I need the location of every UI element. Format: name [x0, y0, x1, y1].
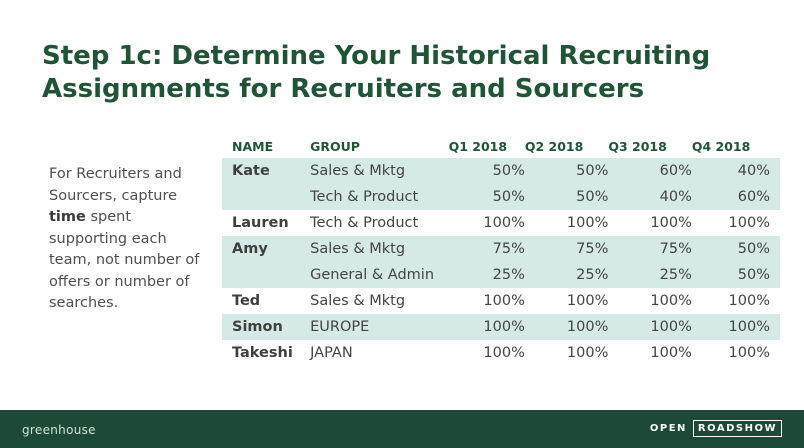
cell-q3: 60%: [608, 158, 692, 184]
cell-group: General & Admin: [310, 262, 449, 288]
header-q2: Q2 2018: [524, 138, 584, 154]
cell-name: Simon: [222, 314, 311, 340]
cell-q1: 100%: [483, 345, 525, 361]
cell-q3: 100%: [650, 215, 692, 231]
cell-q2: 50%: [524, 184, 609, 210]
cell-q1: 75%: [448, 236, 525, 262]
cell-q2: 100%: [524, 314, 609, 340]
table-row: Lauren Tech & Product 100% 100% 100% 100…: [222, 210, 780, 236]
open-roadshow-logo: OPEN ROADSHOW: [650, 420, 782, 437]
cell-q1: 50%: [448, 184, 525, 210]
cell-q2: 100%: [566, 345, 609, 361]
table-row: Ted Sales & Mktg 100% 100% 100% 100%: [222, 288, 780, 314]
header-q4: Q4 2018: [691, 138, 751, 154]
logo-roadshow-text: ROADSHOW: [692, 420, 782, 437]
cell-q3: 40%: [608, 184, 692, 210]
cell-name: Ted: [232, 293, 261, 309]
greenhouse-logo: greenhouse: [22, 423, 96, 437]
cell-q3: 25%: [608, 262, 692, 288]
cell-q1: 100%: [483, 293, 525, 309]
header-group: GROUP: [310, 138, 360, 154]
cell-q3: 100%: [608, 314, 692, 340]
footer-bar: greenhouse OPEN ROADSHOW: [0, 410, 804, 448]
table-row: Takeshi JAPAN 100% 100% 100% 100%: [222, 340, 780, 366]
header-q1: Q1 2018: [448, 138, 508, 154]
table-row: Tech & Product 50% 50% 40% 60%: [222, 184, 780, 210]
cell-group: Tech & Product: [310, 215, 419, 231]
cell-q2: 50%: [524, 158, 609, 184]
cell-name: [222, 184, 311, 210]
cell-group: Tech & Product: [310, 184, 449, 210]
cell-group: Sales & Mktg: [310, 158, 449, 184]
cell-q2: 25%: [524, 262, 609, 288]
cell-group: JAPAN: [310, 345, 353, 361]
cell-name: [222, 262, 311, 288]
cell-q4: 50%: [691, 262, 780, 288]
recruiting-assignments-table: NAME GROUP Q1 2018 Q2 2018 Q3 2018 Q4 20…: [222, 134, 780, 366]
cell-group: EUROPE: [310, 314, 449, 340]
table-header-row: NAME GROUP Q1 2018 Q2 2018 Q3 2018 Q4 20…: [222, 134, 780, 158]
cell-q1: 25%: [448, 262, 525, 288]
cell-q2: 75%: [524, 236, 609, 262]
header-q3: Q3 2018: [608, 138, 667, 154]
table-row: Amy Sales & Mktg 75% 75% 75% 50%: [222, 236, 780, 262]
cell-name: Takeshi: [232, 345, 293, 361]
instruction-note: For Recruiters and Sourcers, capture tim…: [49, 164, 209, 315]
note-text-end: spent supporting each team, not number o…: [49, 209, 200, 311]
cell-q1: 100%: [483, 215, 525, 231]
slide-title-line-2: Assignments for Recruiters and Sourcers: [42, 74, 645, 104]
cell-q1: 50%: [448, 158, 525, 184]
cell-q1: 100%: [448, 314, 525, 340]
logo-open-text: OPEN: [649, 423, 687, 434]
table-row: Kate Sales & Mktg 50% 50% 60% 40%: [222, 158, 780, 184]
cell-q4: 50%: [691, 236, 780, 262]
cell-q4: 60%: [691, 184, 780, 210]
header-name: NAME: [232, 138, 274, 154]
cell-name: Lauren: [232, 215, 289, 231]
cell-q4: 100%: [728, 215, 770, 231]
table-row: General & Admin 25% 25% 25% 50%: [222, 262, 780, 288]
cell-q3: 100%: [650, 293, 692, 309]
slide-title-line-1: Step 1c: Determine Your Historical Recru…: [42, 41, 711, 71]
cell-q2: 100%: [566, 215, 609, 231]
cell-group: Sales & Mktg: [310, 236, 449, 262]
cell-name: Kate: [222, 158, 311, 184]
cell-group: Sales & Mktg: [310, 293, 406, 309]
table-row: Simon EUROPE 100% 100% 100% 100%: [222, 314, 780, 340]
cell-name: Amy: [222, 236, 311, 262]
cell-q4: 100%: [728, 293, 770, 309]
cell-q4: 100%: [728, 345, 770, 361]
cell-q3: 100%: [650, 345, 692, 361]
note-text-emphasis: time: [49, 209, 86, 225]
cell-q4: 40%: [691, 158, 780, 184]
cell-q3: 75%: [608, 236, 692, 262]
cell-q2: 100%: [566, 293, 609, 309]
note-text-start: For Recruiters and Sourcers, capture: [49, 166, 182, 204]
cell-q4: 100%: [691, 314, 780, 340]
slide-title: Step 1c: Determine Your Historical Recru…: [42, 40, 782, 106]
